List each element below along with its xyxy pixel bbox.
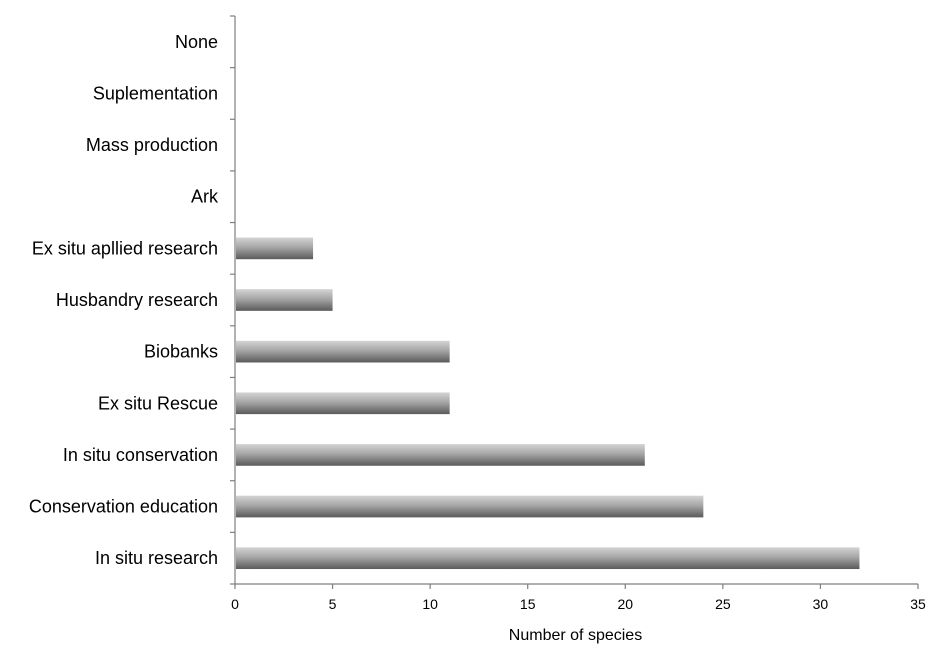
category-label: In situ research bbox=[95, 548, 218, 568]
category-label: Ex situ apllied research bbox=[32, 238, 218, 258]
category-label: In situ conservation bbox=[63, 445, 218, 465]
category-label: Ex situ Rescue bbox=[98, 393, 218, 413]
x-axis-title: Number of species bbox=[509, 627, 642, 644]
bar-in-situ-research bbox=[236, 547, 860, 570]
x-tick-label: 0 bbox=[231, 596, 239, 612]
x-tick-label: 20 bbox=[617, 596, 633, 612]
category-label: Conservation education bbox=[29, 497, 218, 517]
category-label: None bbox=[175, 32, 218, 52]
category-label: Mass production bbox=[86, 135, 218, 155]
x-tick-label: 10 bbox=[422, 596, 438, 612]
category-label: Husbandry research bbox=[56, 290, 218, 310]
labels-layer: None Suplementation Mass production Ark Ex s… bbox=[29, 32, 926, 612]
x-tick-label: 35 bbox=[910, 596, 926, 612]
category-label: Suplementation bbox=[93, 83, 218, 103]
bar-ex-situ-rescue bbox=[236, 392, 450, 415]
axes-layer bbox=[230, 15, 919, 589]
bar-conservation-education bbox=[236, 495, 704, 518]
category-label: Biobanks bbox=[144, 342, 218, 362]
x-tick-label: 15 bbox=[520, 596, 536, 612]
bar-husbandry-research bbox=[236, 289, 333, 311]
x-tick-label: 5 bbox=[329, 596, 337, 612]
bar-ex-situ-apllied-research bbox=[236, 237, 314, 260]
bar-in-situ-conservation bbox=[236, 444, 645, 466]
x-tick-label: 30 bbox=[813, 596, 829, 612]
x-tick-label: 25 bbox=[715, 596, 731, 612]
bars-layer bbox=[236, 237, 860, 570]
bar-biobanks bbox=[236, 340, 450, 363]
category-label: Ark bbox=[191, 187, 219, 207]
